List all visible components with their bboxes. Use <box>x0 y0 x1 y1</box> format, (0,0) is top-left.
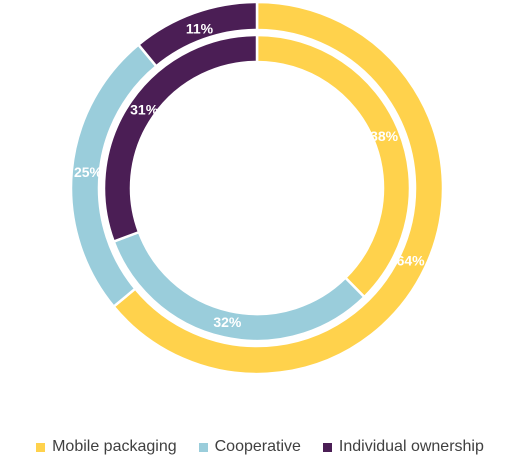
chart-legend: Mobile packaging Cooperative Individual … <box>0 438 520 456</box>
legend-item-mobile-packaging: Mobile packaging <box>36 438 177 456</box>
inner-ring-label-mobile-packaging: 38% <box>370 128 399 144</box>
inner-ring-label-individual-ownership: 31% <box>130 102 159 118</box>
inner-ring-label-cooperative: 32% <box>213 314 242 330</box>
outer-ring-label-mobile-packaging: 64% <box>397 252 426 268</box>
legend-item-cooperative: Cooperative <box>198 438 301 456</box>
outer-ring-slice-mobile-packaging <box>112 0 445 376</box>
legend-label-cooperative: Cooperative <box>214 438 301 455</box>
outer-ring-label-cooperative: 25% <box>74 164 103 180</box>
legend-swatch-mobile-packaging <box>36 442 46 452</box>
legend-swatch-cooperative <box>198 442 208 452</box>
chart-area: 64% 25% 11% 38% 32% 31% <box>69 0 445 376</box>
legend-label-individual-ownership: Individual ownership <box>338 438 484 455</box>
legend-label-mobile-packaging: Mobile packaging <box>52 438 177 455</box>
legend-swatch-individual-ownership <box>322 442 332 452</box>
inner-ring-slice-individual-ownership <box>102 33 259 243</box>
outer-ring-slice-individual-ownership <box>137 0 259 68</box>
legend-item-individual-ownership: Individual ownership <box>322 438 484 456</box>
donut-chart: 64% 25% 11% 38% 32% 31% <box>69 0 445 376</box>
outer-ring-label-individual-ownership: 11% <box>186 20 214 36</box>
